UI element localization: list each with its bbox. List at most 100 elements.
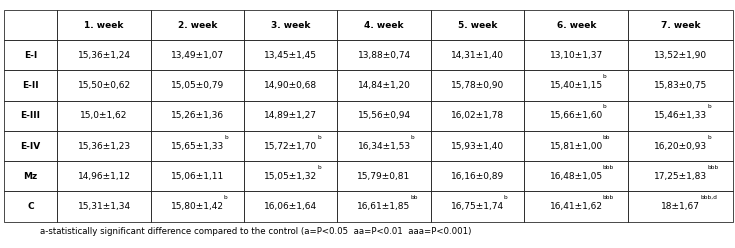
Text: 15,83±0,75: 15,83±0,75 — [654, 81, 707, 90]
Text: 15,36±1,24: 15,36±1,24 — [78, 51, 131, 60]
Text: 17,25±1,83: 17,25±1,83 — [654, 172, 707, 181]
Text: 15,05±0,79: 15,05±0,79 — [171, 81, 224, 90]
Bar — [337, 191, 431, 222]
Text: bb: bb — [603, 135, 610, 140]
Text: 6. week: 6. week — [556, 21, 596, 30]
Text: 16,34±1,53: 16,34±1,53 — [357, 142, 411, 151]
Text: 15,78±0,90: 15,78±0,90 — [451, 81, 504, 90]
Bar — [57, 70, 151, 101]
Bar — [57, 101, 151, 131]
Text: bb: bb — [411, 195, 418, 200]
Text: 13,10±1,37: 13,10±1,37 — [550, 51, 603, 60]
Bar — [628, 10, 733, 40]
Bar — [244, 10, 337, 40]
Bar — [57, 40, 151, 70]
Bar — [244, 70, 337, 101]
Bar — [628, 191, 733, 222]
Text: b: b — [411, 135, 415, 140]
Bar — [151, 10, 244, 40]
Text: 14,89±1,27: 14,89±1,27 — [265, 111, 318, 120]
Bar — [337, 10, 431, 40]
Text: 15,50±0,62: 15,50±0,62 — [78, 81, 131, 90]
Bar — [524, 191, 628, 222]
Bar — [244, 101, 337, 131]
Text: 15,46±1,33: 15,46±1,33 — [654, 111, 707, 120]
Text: 15,79±0,81: 15,79±0,81 — [357, 172, 411, 181]
Bar — [524, 161, 628, 191]
Text: 14,84±1,20: 14,84±1,20 — [358, 81, 410, 90]
Bar — [628, 40, 733, 70]
Text: 15,0±1,62: 15,0±1,62 — [80, 111, 128, 120]
Bar — [431, 70, 524, 101]
Text: E-IV: E-IV — [21, 142, 40, 151]
Text: bbb: bbb — [707, 165, 718, 170]
Text: b: b — [318, 165, 321, 170]
Bar — [337, 40, 431, 70]
Bar — [628, 161, 733, 191]
Text: 16,75±1,74: 16,75±1,74 — [451, 202, 504, 211]
Text: 14,96±1,12: 14,96±1,12 — [78, 172, 131, 181]
Bar — [337, 101, 431, 131]
Text: 14,31±1,40: 14,31±1,40 — [451, 51, 504, 60]
Text: E-I: E-I — [24, 51, 37, 60]
Text: E-III: E-III — [21, 111, 40, 120]
Bar — [524, 131, 628, 161]
Bar — [628, 131, 733, 161]
Text: 15,93±1,40: 15,93±1,40 — [451, 142, 504, 151]
Bar — [628, 101, 733, 131]
Text: C: C — [27, 202, 34, 211]
Bar — [628, 70, 733, 101]
Text: b: b — [603, 74, 606, 79]
Bar — [4, 70, 57, 101]
Bar — [431, 10, 524, 40]
Bar — [151, 161, 244, 191]
Text: 15,56±0,94: 15,56±0,94 — [357, 111, 411, 120]
Bar — [244, 40, 337, 70]
Bar — [151, 70, 244, 101]
Bar — [4, 161, 57, 191]
Bar — [57, 191, 151, 222]
Bar — [524, 40, 628, 70]
Text: 16,16±0,89: 16,16±0,89 — [451, 172, 504, 181]
Text: 15,72±1,70: 15,72±1,70 — [264, 142, 318, 151]
Text: 13,49±1,07: 13,49±1,07 — [171, 51, 224, 60]
Bar — [151, 131, 244, 161]
Text: 5. week: 5. week — [458, 21, 497, 30]
Bar — [431, 40, 524, 70]
Bar — [57, 131, 151, 161]
Bar — [431, 101, 524, 131]
Bar — [57, 161, 151, 191]
Bar — [57, 10, 151, 40]
Bar — [244, 161, 337, 191]
Text: 1. week: 1. week — [85, 21, 123, 30]
Text: 2. week: 2. week — [178, 21, 217, 30]
Bar — [4, 10, 57, 40]
Bar — [431, 131, 524, 161]
Text: b: b — [707, 135, 711, 140]
Text: 15,31±1,34: 15,31±1,34 — [78, 202, 131, 211]
Text: 16,41±1,62: 16,41±1,62 — [550, 202, 603, 211]
Text: 3. week: 3. week — [271, 21, 310, 30]
Text: 15,06±1,11: 15,06±1,11 — [171, 172, 224, 181]
Text: 16,48±1,05: 16,48±1,05 — [550, 172, 603, 181]
Text: 15,05±1,32: 15,05±1,32 — [264, 172, 318, 181]
Text: b: b — [504, 195, 508, 200]
Bar — [524, 10, 628, 40]
Text: 13,45±1,45: 13,45±1,45 — [265, 51, 318, 60]
Text: 16,61±1,85: 16,61±1,85 — [357, 202, 411, 211]
Bar — [151, 101, 244, 131]
Text: 16,06±1,64: 16,06±1,64 — [264, 202, 318, 211]
Text: 7. week: 7. week — [661, 21, 700, 30]
Text: 4. week: 4. week — [365, 21, 404, 30]
Text: bbb: bbb — [603, 195, 614, 200]
Bar — [4, 40, 57, 70]
Text: b: b — [318, 135, 321, 140]
Text: 15,65±1,33: 15,65±1,33 — [171, 142, 224, 151]
Text: 14,90±0,68: 14,90±0,68 — [264, 81, 318, 90]
Bar — [337, 131, 431, 161]
Bar — [151, 191, 244, 222]
Text: 15,26±1,36: 15,26±1,36 — [171, 111, 224, 120]
Text: bbb: bbb — [603, 165, 614, 170]
Bar — [524, 101, 628, 131]
Text: 15,80±1,42: 15,80±1,42 — [171, 202, 224, 211]
